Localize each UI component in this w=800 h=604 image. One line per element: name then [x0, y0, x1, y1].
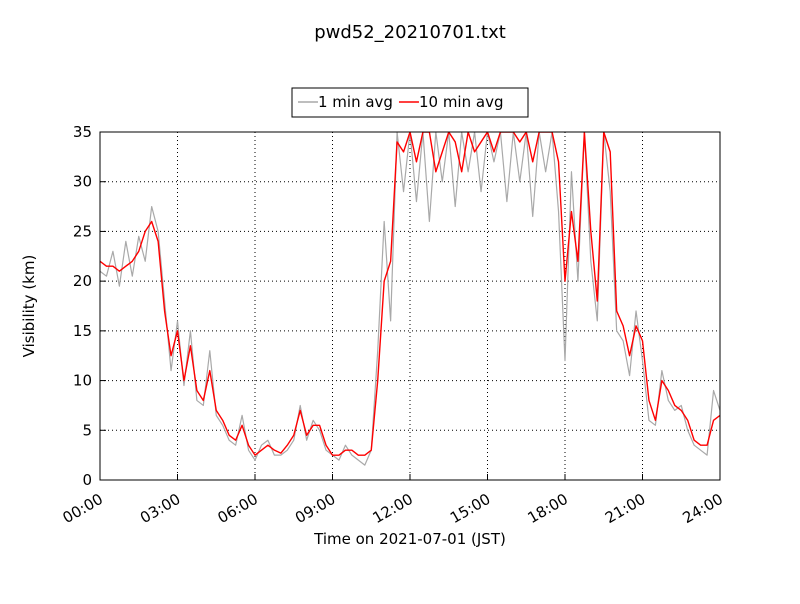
y-tick-label: 25 — [73, 222, 92, 240]
y-tick-label: 0 — [82, 471, 92, 489]
y-axis-label: Visibility (km) — [20, 255, 38, 358]
series-line — [100, 132, 720, 466]
series-line — [100, 132, 720, 456]
y-tick-label: 30 — [73, 173, 92, 191]
plot-frame — [99, 131, 721, 481]
chart-title: pwd52_20210701.txt — [314, 22, 506, 43]
legend: 1 min avg 10 min avg — [291, 87, 529, 118]
y-tick-label: 15 — [73, 322, 92, 340]
legend-label: 1 min avg — [318, 93, 393, 111]
plot-area — [100, 132, 720, 466]
y-tick-label: 10 — [73, 372, 92, 390]
y-tick-label: 20 — [73, 272, 92, 290]
y-tick-label: 5 — [82, 421, 92, 439]
y-tick-label: 35 — [73, 123, 92, 141]
x-axis-label: Time on 2021-07-01 (JST) — [313, 530, 506, 548]
legend-label: 10 min avg — [419, 93, 504, 111]
